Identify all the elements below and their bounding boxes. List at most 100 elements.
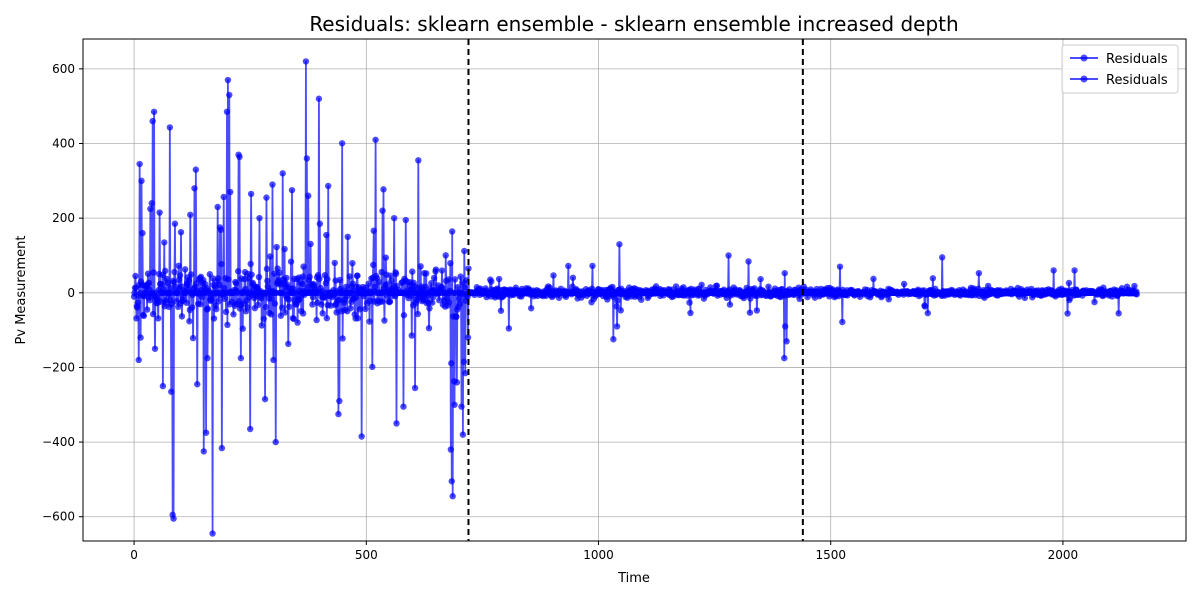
data-point xyxy=(155,315,162,322)
data-point xyxy=(372,136,379,143)
data-point xyxy=(188,271,195,278)
data-point xyxy=(177,229,185,236)
data-point xyxy=(215,298,222,305)
data-point xyxy=(168,300,175,308)
data-point xyxy=(305,192,312,199)
data-point xyxy=(356,306,363,313)
data-point xyxy=(383,281,390,288)
data-point xyxy=(281,245,288,253)
data-point xyxy=(402,216,409,224)
data-point xyxy=(272,438,279,446)
data-point xyxy=(258,322,265,329)
data-point xyxy=(161,239,168,246)
data-point xyxy=(151,345,159,352)
data-point xyxy=(445,299,453,306)
data-point xyxy=(302,58,310,65)
data-point xyxy=(335,296,343,304)
data-point xyxy=(162,267,169,275)
y-axis-label: Pv Measurement xyxy=(14,236,29,345)
series-layer xyxy=(130,58,1140,537)
data-point xyxy=(260,315,267,323)
data-point xyxy=(423,270,430,277)
data-point xyxy=(214,203,221,211)
x-tick-label: 1000 xyxy=(583,548,614,562)
data-point xyxy=(299,273,306,280)
data-point xyxy=(315,95,323,102)
data-point xyxy=(210,315,218,322)
data-point xyxy=(781,269,788,277)
data-point xyxy=(1131,282,1138,290)
data-point xyxy=(309,301,316,308)
data-point xyxy=(1021,294,1029,302)
data-point xyxy=(425,325,433,332)
data-point xyxy=(218,260,225,268)
data-point xyxy=(447,446,455,453)
y-tick-label: 0 xyxy=(67,286,75,300)
x-tick-label: 1500 xyxy=(815,548,846,562)
data-point xyxy=(411,384,419,392)
data-point xyxy=(247,260,254,268)
data-point xyxy=(239,325,246,332)
data-point xyxy=(616,241,623,248)
data-point xyxy=(339,335,346,342)
data-point xyxy=(456,300,464,307)
data-point xyxy=(454,284,461,291)
data-point xyxy=(230,311,237,318)
data-point xyxy=(188,304,196,311)
data-point xyxy=(349,259,356,267)
y-axis-ticks: −600 −400 −200 0 200 400 600 xyxy=(42,62,83,524)
data-point xyxy=(183,299,190,306)
data-point xyxy=(167,284,174,291)
plot-frame xyxy=(82,38,1187,542)
data-point xyxy=(247,190,255,198)
data-point xyxy=(757,275,764,283)
y-tick-label: 600 xyxy=(52,62,75,76)
data-point xyxy=(171,268,178,276)
data-point xyxy=(189,334,197,342)
data-point xyxy=(191,185,198,192)
data-point xyxy=(746,309,754,316)
data-point xyxy=(156,209,163,216)
data-point xyxy=(451,276,459,283)
data-point xyxy=(159,382,167,390)
data-point xyxy=(408,332,416,339)
x-axis-label: Time xyxy=(617,571,650,586)
data-point xyxy=(900,280,908,288)
x-axis-ticks: 0 500 1000 1500 2000 xyxy=(130,541,1078,562)
data-point xyxy=(781,354,788,362)
data-point xyxy=(269,181,276,188)
legend: Residuals Residuals xyxy=(1061,44,1179,94)
data-point xyxy=(223,108,231,115)
data-point xyxy=(285,296,292,303)
x-tick-label: 2000 xyxy=(1048,548,1079,562)
data-point xyxy=(307,240,314,248)
data-point xyxy=(1071,267,1078,274)
data-point xyxy=(148,200,155,207)
data-point xyxy=(333,309,340,316)
data-point xyxy=(222,308,230,316)
data-point xyxy=(261,395,269,403)
data-point xyxy=(244,304,251,311)
data-point xyxy=(134,304,141,311)
data-point xyxy=(281,309,289,316)
data-point xyxy=(1064,310,1071,317)
data-point xyxy=(379,207,386,214)
data-point xyxy=(220,193,227,201)
data-point xyxy=(133,315,140,322)
data-point xyxy=(271,300,279,307)
data-point xyxy=(268,295,275,302)
data-point xyxy=(149,117,156,125)
data-point xyxy=(343,283,350,290)
data-point xyxy=(698,281,705,289)
data-point xyxy=(306,273,313,281)
data-point xyxy=(136,160,143,168)
data-point xyxy=(428,279,435,287)
data-point xyxy=(449,493,456,500)
data-point xyxy=(303,155,311,162)
data-point xyxy=(464,334,472,341)
data-point xyxy=(366,318,373,325)
data-point xyxy=(264,277,271,285)
data-point xyxy=(417,263,424,270)
data-point xyxy=(263,194,270,201)
data-point xyxy=(375,278,383,286)
